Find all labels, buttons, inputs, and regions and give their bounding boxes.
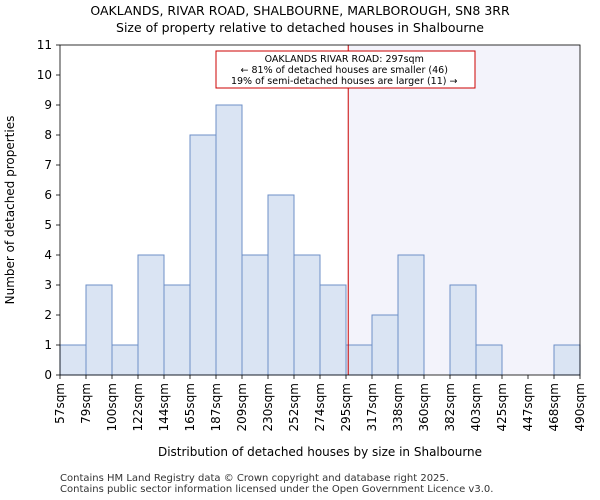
x-tick-label: 100sqm	[105, 383, 119, 431]
bar-468sqm	[553, 344, 581, 376]
x-tick-label: 252sqm	[287, 383, 301, 431]
y-tick-label: 8	[44, 128, 52, 142]
y-tick-label: 9	[44, 98, 52, 112]
bar-252sqm	[293, 254, 321, 376]
x-tick-label: 425sqm	[495, 383, 509, 431]
y-tick-label: 5	[44, 218, 52, 232]
annotation-line-3: 19% of semi-detached houses are larger (…	[231, 76, 458, 87]
x-tick-label: 490sqm	[573, 383, 587, 431]
bar-144sqm	[163, 284, 191, 376]
bar-295sqm	[345, 344, 373, 376]
annotation-frame	[215, 50, 476, 89]
chart-title: OAKLANDS, RIVAR ROAD, SHALBOURNE, MARLBO…	[90, 3, 510, 18]
bar-57sqm	[59, 344, 87, 376]
footer-line-2: Contains public sector information licen…	[60, 484, 494, 495]
bar-274sqm	[319, 284, 347, 376]
y-tick-label: 3	[44, 278, 52, 292]
x-tick-label: 187sqm	[209, 383, 223, 431]
bar-317sqm	[371, 314, 399, 376]
bar-338sqm	[397, 254, 425, 376]
x-tick-label: 165sqm	[183, 383, 197, 431]
x-tick-label: 122sqm	[131, 383, 145, 431]
bar-209sqm	[241, 254, 269, 376]
chart: 0 1 2 3 4 5 6 7 8 9 10 11 57sqm 79sqm 100sqm 122sqm 144…	[3, 38, 587, 459]
y-tick-label: 4	[44, 248, 52, 262]
bar-187sqm	[215, 104, 243, 376]
footer-line-1: Contains HM Land Registry data © Crown c…	[60, 473, 449, 484]
x-tick-label: 360sqm	[417, 383, 431, 431]
x-axis: 57sqm 79sqm 100sqm 122sqm 144sqm 165sqm 187sqm…	[53, 375, 587, 431]
bar-382sqm	[449, 284, 477, 376]
x-axis-label: Distribution of detached houses by size …	[158, 445, 482, 459]
x-tick-label: 338sqm	[391, 383, 405, 431]
x-tick-label: 468sqm	[547, 383, 561, 431]
y-tick-label: 10	[37, 68, 52, 82]
y-tick-label: 0	[44, 368, 52, 382]
x-tick-label: 144sqm	[157, 383, 171, 431]
x-tick-label: 403sqm	[469, 383, 483, 431]
x-tick-label: 295sqm	[339, 383, 353, 431]
x-tick-label: 209sqm	[235, 383, 249, 431]
y-tick-label: 2	[44, 308, 52, 322]
x-tick-label: 230sqm	[261, 383, 275, 431]
bar-403sqm	[475, 344, 503, 376]
y-tick-label: 7	[44, 158, 52, 172]
y-tick-label: 6	[44, 188, 52, 202]
annotation-line-1: OAKLANDS RIVAR ROAD: 297sqm	[265, 54, 424, 65]
bars	[59, 104, 581, 376]
bar-122sqm	[137, 254, 165, 376]
y-tick-label: 1	[44, 338, 52, 352]
bar-230sqm	[267, 194, 295, 376]
chart-subtitle: Size of property relative to detached ho…	[116, 20, 484, 35]
x-tick-label: 317sqm	[365, 383, 379, 431]
y-axis-label: Number of detached properties	[3, 116, 17, 305]
x-tick-label: 79sqm	[79, 383, 93, 424]
x-tick-label: 274sqm	[313, 383, 327, 431]
bar-165sqm	[189, 134, 217, 376]
x-tick-label: 57sqm	[53, 383, 67, 424]
y-axis: 0 1 2 3 4 5 6 7 8 9 10 11	[37, 38, 60, 382]
y-tick-label: 11	[37, 38, 52, 52]
annotation-box: OAKLANDS RIVAR ROAD: 297sqm ← 81% of det…	[215, 50, 476, 89]
x-tick-label: 382sqm	[443, 383, 457, 431]
bar-100sqm	[111, 344, 139, 376]
bar-79sqm	[85, 284, 113, 376]
x-tick-label: 447sqm	[521, 383, 535, 431]
annotation-line-2: ← 81% of detached houses are smaller (46…	[241, 65, 448, 76]
